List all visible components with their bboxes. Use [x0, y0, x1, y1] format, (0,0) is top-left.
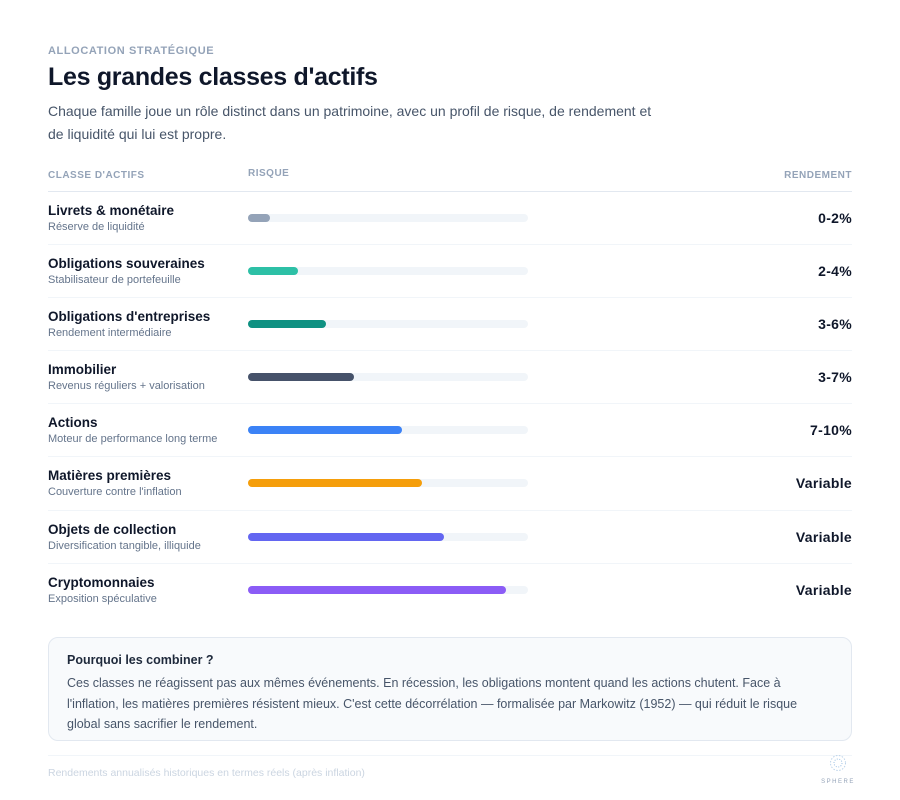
footer-note: Rendements annualisés historiques en ter…	[48, 767, 365, 779]
asset-description: Exposition spéculative	[48, 592, 157, 605]
asset-name: Obligations souveraines	[48, 256, 205, 272]
asset-name: Actions	[48, 415, 98, 431]
risk-bar-fill	[248, 479, 422, 488]
table-header: CLASSE D'ACTIFS RISQUE RENDEMENT	[48, 167, 852, 192]
risk-bar-fill	[248, 585, 506, 594]
table-row: Matières premières Couverture contre l'i…	[48, 457, 852, 511]
table-row: Objets de collection Diversification tan…	[48, 511, 852, 564]
column-asset: CLASSE D'ACTIFS	[48, 170, 145, 181]
return-value: 3-7%	[818, 369, 852, 386]
asset-description: Diversification tangible, illiquide	[48, 539, 201, 552]
callout-body: Ces classes ne réagissent pas aux mêmes …	[67, 676, 798, 731]
risk-bar	[248, 426, 528, 435]
risk-bar	[248, 585, 528, 594]
return-value: 3-6%	[818, 316, 852, 333]
risk-bar-fill	[248, 214, 271, 222]
column-risk: RISQUE	[248, 168, 290, 179]
return-value: Variable	[795, 581, 852, 598]
callout-title: Pourquoi les combiner ?	[67, 653, 214, 667]
table-row: Immobilier Revenus réguliers + valorisat…	[48, 351, 852, 405]
sphere-logo: SPHERE	[818, 754, 858, 785]
risk-bar	[248, 214, 528, 222]
asset-description: Rendement intermédiaire	[48, 327, 172, 340]
return-value: 0-2%	[818, 210, 852, 226]
risk-bar	[248, 320, 528, 329]
asset-name: Immobilier	[48, 362, 117, 378]
risk-bar-fill	[248, 532, 444, 541]
callout-box: Pourquoi les combiner ? Ces classes ne r…	[48, 637, 852, 741]
asset-name: Livrets & monétaire	[48, 203, 175, 218]
asset-name: Cryptomonnaies	[48, 574, 155, 590]
risk-bar	[248, 267, 528, 276]
risk-bar	[248, 373, 528, 382]
risk-bar-fill	[248, 373, 355, 382]
asset-description: Couverture contre l'inflation	[48, 486, 182, 499]
intro-text: Chaque famille joue un rôle distinct dan…	[48, 103, 652, 142]
asset-table: Livrets & monétaire Réserve de liquidité…	[48, 192, 852, 617]
page-title: Les grandes classes d'actifs	[48, 63, 378, 91]
asset-description: Moteur de performance long terme	[48, 433, 218, 446]
return-value: Variable	[795, 475, 852, 492]
asset-description: Réserve de liquidité	[48, 221, 145, 233]
risk-bar	[248, 479, 528, 488]
table-row: Cryptomonnaies Exposition spéculative Va…	[48, 564, 852, 617]
footer: Rendements annualisés historiques en ter…	[48, 755, 853, 785]
table-row: Livrets & monétaire Réserve de liquidité…	[48, 192, 852, 246]
asset-description: Stabilisateur de portefeuille	[48, 274, 181, 287]
table-row: Obligations d'entreprises Rendement inte…	[48, 298, 852, 352]
asset-name: Matières premières	[48, 468, 172, 484]
sphere-logo-icon	[830, 755, 846, 771]
column-return: RENDEMENT	[784, 170, 852, 181]
asset-description: Revenus réguliers + valorisation	[48, 380, 205, 393]
risk-bar-fill	[248, 267, 299, 276]
risk-bar-fill	[248, 426, 402, 435]
logo-text: SPHERE	[821, 779, 855, 785]
return-value: 2-4%	[818, 263, 852, 280]
return-value: Variable	[795, 528, 852, 545]
return-value: 7-10%	[810, 422, 852, 439]
risk-bar	[248, 532, 528, 541]
risk-bar-fill	[248, 320, 327, 329]
table-row: Obligations souveraines Stabilisateur de…	[48, 245, 852, 299]
asset-name: Objets de collection	[48, 521, 177, 537]
asset-name: Obligations d'entreprises	[48, 309, 211, 325]
eyebrow: ALLOCATION STRATÉGIQUE	[48, 45, 215, 57]
table-row: Actions Moteur de performance long terme…	[48, 404, 852, 458]
